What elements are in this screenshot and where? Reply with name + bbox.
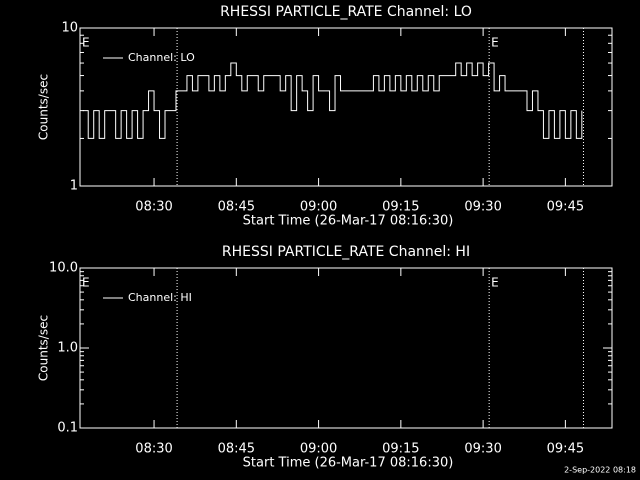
legend-label: Channel: LO — [128, 51, 195, 64]
x-tick-label: 09:45 — [547, 442, 584, 457]
x-tick-label: 09:00 — [300, 200, 337, 215]
x-tick-label: 08:30 — [135, 200, 172, 215]
x-tick-label: 09:45 — [547, 200, 584, 215]
annotation: E — [491, 36, 499, 50]
x-tick-label: 08:45 — [218, 442, 255, 457]
y-tick-label: 1 — [70, 179, 78, 194]
y-axis-label: Counts/sec — [37, 315, 51, 381]
x-axis-label: Start Time (26-Mar-17 08:16:30) — [243, 456, 454, 471]
annotation: E — [82, 36, 90, 50]
x-tick-label: 09:00 — [300, 442, 337, 457]
x-tick-label: 09:30 — [464, 200, 501, 215]
y-tick-label: 10 — [61, 21, 78, 36]
x-tick-label: 09:15 — [382, 442, 419, 457]
x-tick-label: 08:30 — [135, 442, 172, 457]
y-tick-label: 0.1 — [57, 421, 78, 436]
x-tick-label: 08:45 — [218, 200, 255, 215]
y-axis-label: Counts/sec — [37, 74, 51, 140]
chart-title: RHESSI PARTICLE_RATE Channel: LO — [220, 4, 472, 20]
footer-date: 2-Sep-2022 08:18 — [564, 466, 636, 475]
y-tick-label: 1.0 — [57, 341, 78, 356]
chart-title: RHESSI PARTICLE_RATE Channel: HI — [222, 244, 470, 260]
y-tick-label: 10.0 — [49, 261, 78, 276]
data-line — [82, 62, 583, 139]
annotation: E — [491, 276, 499, 290]
annotation: E — [82, 276, 90, 290]
legend-label: Channel: HI — [128, 291, 192, 304]
x-tick-label: 09:15 — [382, 200, 419, 215]
x-tick-label: 09:30 — [464, 442, 501, 457]
x-axis-label: Start Time (26-Mar-17 08:16:30) — [243, 214, 454, 229]
